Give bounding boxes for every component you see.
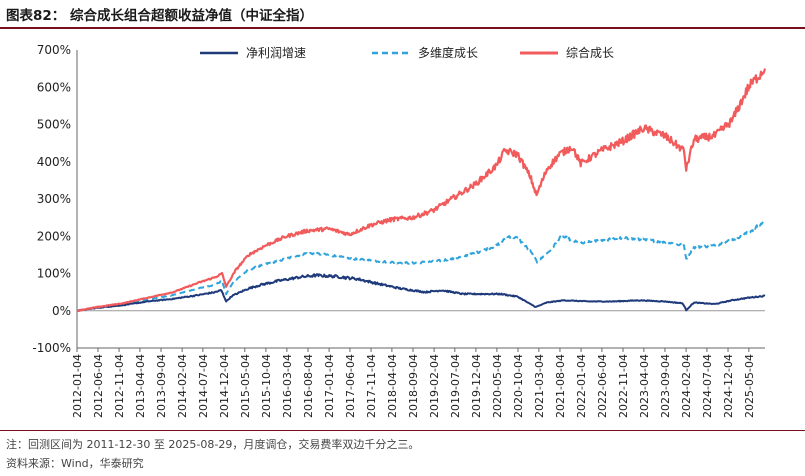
x-tick-label: 2024-12-04 [722,354,735,418]
title-divider [0,27,805,29]
y-tick-label: 600% [37,80,71,94]
x-tick-label: 2012-06-04 [92,354,105,418]
x-tick-label: 2021-03-04 [533,354,546,418]
x-tick-label: 2022-11-04 [617,354,630,418]
x-axis: 2012-01-04 2012-06-04 2012-11-04 2013-04-04… [71,347,765,418]
x-tick-label: 2019-02-04 [428,354,441,418]
series-lines [76,68,767,313]
legend-net-profit-label: 净利润增速 [246,46,306,60]
x-tick-label: 2022-06-04 [596,354,609,418]
footnote: 注：回测区间为 2011-12-30 至 2025-08-29，月度调仓，交易费… [6,438,420,451]
y-tick-label: 400% [37,155,71,169]
source-note: 资料来源：Wind，华泰研究 [6,457,144,470]
x-tick-label: 2014-02-04 [176,354,189,418]
y-tick-label: 100% [37,267,71,281]
x-tick-label: 2012-11-04 [113,354,126,418]
x-tick-label: 2024-07-04 [701,354,714,418]
series-line-multi-growth [76,220,766,312]
x-tick-label: 2024-02-04 [680,354,693,418]
y-tick-label: 200% [37,229,71,243]
x-tick-label: 2017-01-04 [323,354,336,418]
x-tick-label: 2016-03-04 [281,354,294,418]
x-tick-label: 2019-12-04 [470,354,483,418]
x-tick-label: 2015-10-04 [260,354,273,418]
legend-multi-growth-label: 多维度成长 [418,45,478,60]
y-tick-label: 0% [52,304,71,318]
chart-title: 图表82： 综合成长组合超额收益净值（中证全指） [6,8,313,24]
series-line-composite [76,68,767,313]
x-tick-label: 2014-07-04 [197,354,210,418]
x-tick-label: 2020-10-04 [512,354,525,418]
x-tick-label: 2018-04-04 [386,354,399,418]
x-tick-label: 2018-09-04 [407,354,420,418]
y-tick-label: 700% [37,43,71,57]
legend: 净利润增速 多维度成长 综合成长 [200,45,614,60]
x-tick-label: 2019-07-04 [449,354,462,418]
x-tick-label: 2013-04-04 [134,354,147,418]
x-tick-label: 2021-08-04 [554,354,567,418]
x-tick-label: 2022-01-04 [575,354,588,418]
footer-divider [0,430,805,431]
x-tick-label: 2025-05-04 [743,354,756,418]
y-tick-label: -100% [32,341,71,355]
y-axis: -100% 0% 100% 200% 300% 400% 500% 600% 700% [32,43,78,355]
x-tick-label: 2023-04-04 [638,354,651,418]
y-tick-label: 500% [37,118,71,132]
legend-composite-label: 综合成长 [566,45,614,60]
x-tick-label: 2017-06-04 [344,354,357,418]
x-tick-label: 2013-09-04 [155,354,168,418]
x-tick-label: 2015-05-04 [239,354,252,418]
x-tick-label: 2017-11-04 [365,354,378,418]
x-tick-label: 2023-09-04 [659,354,672,418]
chart: -100% 0% 100% 200% 300% 400% 500% 600% 700% 2012… [32,43,767,418]
x-tick-label: 2020-05-04 [491,354,504,418]
series-line-net-profit [76,273,766,312]
x-tick-label: 2012-01-04 [71,354,84,418]
x-tick-label: 2016-08-04 [302,354,315,418]
y-tick-label: 300% [37,192,71,206]
x-tick-label: 2014-12-04 [218,354,231,418]
